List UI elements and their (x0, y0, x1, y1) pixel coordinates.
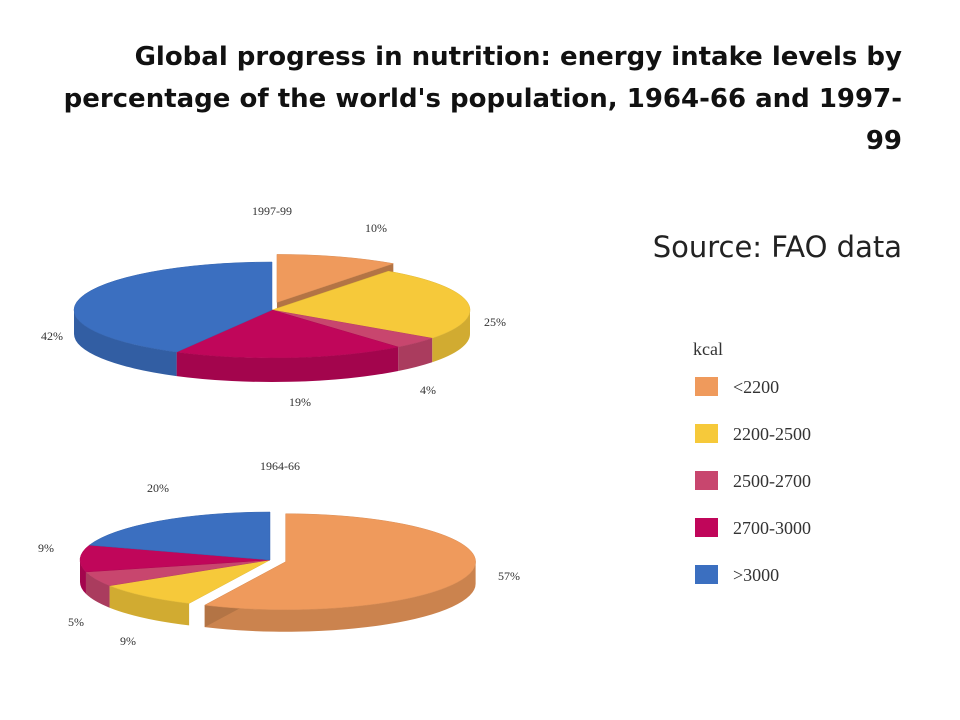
pie-slice-2700-3000 (175, 309, 399, 359)
legend-label: <2200 (733, 377, 779, 397)
pie-slice-2200-2500 (108, 559, 271, 604)
pie-slice-<2200 (203, 513, 476, 610)
pie-slice-2700-3000 (79, 544, 271, 573)
pie-side-2700-3000 (80, 560, 86, 594)
data-label: 19% (289, 395, 311, 409)
pie-slice->3000 (73, 261, 273, 353)
legend-swatch (695, 565, 718, 584)
data-label: 5% (68, 615, 84, 629)
pie-1964-66: 57% 9% 5% 9% 20% (38, 481, 520, 648)
pie-slice-2200-2500 (271, 270, 471, 339)
legend-swatch (695, 377, 718, 396)
data-label: 42% (41, 329, 63, 343)
pie-title-1997-99: 1997-99 (252, 204, 292, 218)
legend-label: >3000 (733, 565, 779, 585)
pie-title-1964-66: 1964-66 (260, 459, 300, 473)
legend-label: 2200-2500 (733, 424, 811, 444)
data-label: 10% (365, 221, 387, 235)
data-label: 57% (498, 569, 520, 583)
data-label: 9% (120, 634, 136, 648)
legend-label: 2500-2700 (733, 471, 811, 491)
pie-side-<2200 (204, 561, 476, 632)
pie-side-2200-2500 (109, 585, 190, 626)
legend-swatch (695, 424, 718, 443)
legend-swatch (695, 518, 718, 537)
pie-1997-99: 10% 25% 4% 19% 42% (41, 221, 506, 409)
data-label: 25% (484, 315, 506, 329)
chart-title: Global progress in nutrition: energy int… (63, 42, 902, 156)
pie-side->3000 (74, 310, 177, 377)
pie-side-2200-2500 (432, 310, 470, 363)
legend-title: kcal (693, 339, 723, 359)
pie-slice->3000 (88, 511, 271, 561)
legend-swatch (695, 471, 718, 490)
pie-side-2500-2700 (398, 338, 433, 371)
pie-side-2500-2700 (85, 571, 110, 608)
legend: kcal <2200 2200-2500 2500-2700 2700-3000 >30… (693, 339, 811, 585)
legend-label: 2700-3000 (733, 518, 811, 538)
source-note: Source: FAO data (652, 230, 902, 264)
data-label: 20% (147, 481, 169, 495)
data-label: 9% (38, 541, 54, 555)
pie-side-2700-3000 (176, 346, 399, 382)
data-label: 4% (420, 383, 436, 397)
pie-slice-<2200 (276, 254, 394, 303)
